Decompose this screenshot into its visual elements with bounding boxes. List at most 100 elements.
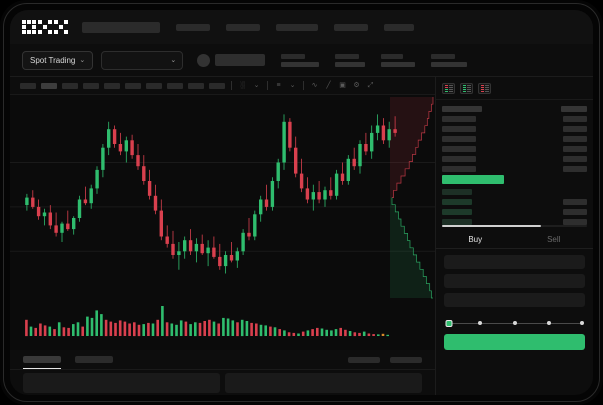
timeframe-button-4[interactable]: [83, 82, 99, 89]
timeframe-button-8[interactable]: [167, 82, 183, 89]
bid-price: [442, 219, 472, 225]
orderbook-view-modes: [436, 77, 593, 100]
orderbook-price-header: [442, 106, 482, 112]
slider-handle[interactable]: [445, 319, 453, 327]
orderbook-bid-row[interactable]: [442, 187, 587, 197]
camera-icon[interactable]: ▣: [339, 82, 346, 89]
slider-stop-75[interactable]: [546, 321, 551, 325]
market-stat-3: [381, 53, 416, 67]
candlestick-chart[interactable]: [10, 95, 435, 300]
timeframe-button-7[interactable]: [146, 82, 162, 89]
okx-logo[interactable]: [22, 20, 68, 34]
last-price-display: [215, 54, 266, 66]
nav-item-3[interactable]: [276, 23, 318, 31]
nav-items: [176, 23, 414, 31]
slider-stop-25[interactable]: [478, 321, 483, 325]
orders-panel-left: [23, 373, 220, 393]
bid-price: [442, 189, 472, 195]
orderbook-last-price-highlight: [442, 175, 587, 186]
orders-action-1[interactable]: [348, 356, 380, 363]
okx-logo-k: [38, 20, 52, 34]
bid-amount: [563, 209, 587, 215]
slider-stop-100[interactable]: [579, 321, 584, 325]
scrollbar-thumb[interactable]: [442, 225, 541, 227]
orderbook-header-row: [442, 104, 587, 114]
bid-amount: [563, 199, 587, 205]
orderbook-mode-bids-icon[interactable]: [460, 83, 473, 94]
orderbook-bid-row[interactable]: [442, 217, 587, 227]
market-stat-4: [431, 53, 468, 67]
bid-price: [442, 199, 472, 205]
search-input[interactable]: [82, 21, 160, 33]
order-form: [436, 249, 593, 328]
ask-amount: [563, 166, 587, 172]
ask-amount: [563, 156, 587, 162]
fullscreen-icon[interactable]: ⤢: [367, 82, 374, 89]
tab-sell[interactable]: Sell: [547, 235, 561, 244]
chart-panel[interactable]: [10, 95, 435, 350]
trading-pair-dropdown[interactable]: ⌄: [101, 50, 184, 70]
indicators-dropdown-icon[interactable]: ⌄: [289, 82, 296, 89]
market-type-dropdown[interactable]: Spot Trading ⌄: [22, 50, 94, 70]
stat-value: [431, 61, 468, 67]
tab-buy[interactable]: Buy: [468, 235, 483, 244]
orderbook-ask-row[interactable]: [442, 144, 587, 154]
amount-slider[interactable]: [445, 318, 584, 328]
timeframe-button-10[interactable]: [209, 82, 225, 89]
orderbook-ask-row[interactable]: [442, 164, 587, 174]
orderbook-ask-row[interactable]: [442, 124, 587, 134]
timeframe-button-9[interactable]: [188, 82, 204, 89]
tab-open-orders[interactable]: [23, 356, 61, 369]
bid-amount: [563, 219, 587, 225]
wave-tool-icon[interactable]: ∿: [311, 82, 318, 89]
orderbook-ask-row[interactable]: [442, 134, 587, 144]
ask-price: [442, 146, 476, 152]
market-subheader: Spot Trading ⌄ ⌄: [10, 44, 593, 77]
pair-avatar: [197, 53, 211, 67]
orderbook-scrollbar[interactable]: [442, 225, 587, 227]
candle-dropdown-icon[interactable]: ⌄: [253, 82, 260, 89]
orders-tabs: [10, 350, 435, 370]
orderbook-bid-row[interactable]: [442, 197, 587, 207]
orderbook-amount-header: [561, 106, 587, 112]
tab-order-history[interactable]: [75, 356, 113, 363]
candle-type-icon[interactable]: ░: [240, 82, 245, 89]
orderbook-mode-both-icon[interactable]: [442, 83, 455, 94]
orderbook-mode-asks-icon[interactable]: [478, 83, 491, 94]
trade-side-tabs: Buy Sell: [436, 231, 593, 249]
timeframe-button-5[interactable]: [104, 82, 120, 89]
orders-action-2[interactable]: [390, 356, 422, 363]
order-total-field[interactable]: [444, 293, 585, 307]
orderbook[interactable]: [436, 100, 593, 227]
timeframe-button-3[interactable]: [62, 82, 78, 89]
pencil-tool-icon[interactable]: ╱: [326, 82, 331, 89]
orderbook-ask-row[interactable]: [442, 114, 587, 124]
stat-value: [381, 61, 416, 67]
nav-item-1[interactable]: [176, 23, 210, 31]
orderbook-bid-row[interactable]: [442, 207, 587, 217]
nav-item-2[interactable]: [226, 23, 260, 31]
stat-value: [281, 61, 320, 67]
timeframe-button-2[interactable]: [41, 82, 57, 89]
orderbook-ask-row[interactable]: [442, 154, 587, 164]
submit-buy-button[interactable]: [444, 334, 585, 350]
order-amount-field[interactable]: [444, 274, 585, 288]
stat-label: [281, 53, 306, 59]
settings-icon[interactable]: ⚙: [353, 82, 360, 89]
indicators-icon[interactable]: ≡: [276, 82, 281, 89]
slider-stop-50[interactable]: [512, 321, 517, 325]
order-price-field[interactable]: [444, 255, 585, 269]
market-type-label: Spot Trading: [30, 55, 76, 65]
nav-item-5[interactable]: [384, 23, 414, 31]
timeframe-button-6[interactable]: [125, 82, 141, 89]
stat-label: [335, 53, 360, 59]
timeframe-button-1[interactable]: [20, 82, 36, 89]
orders-content: [10, 370, 435, 395]
nav-item-4[interactable]: [334, 23, 368, 31]
trading-app-window: Spot Trading ⌄ ⌄: [10, 10, 593, 395]
toolbar-divider: [267, 81, 268, 90]
ask-amount: [563, 116, 587, 122]
top-navigation-bar: [10, 10, 593, 44]
ask-amount: [563, 136, 587, 142]
